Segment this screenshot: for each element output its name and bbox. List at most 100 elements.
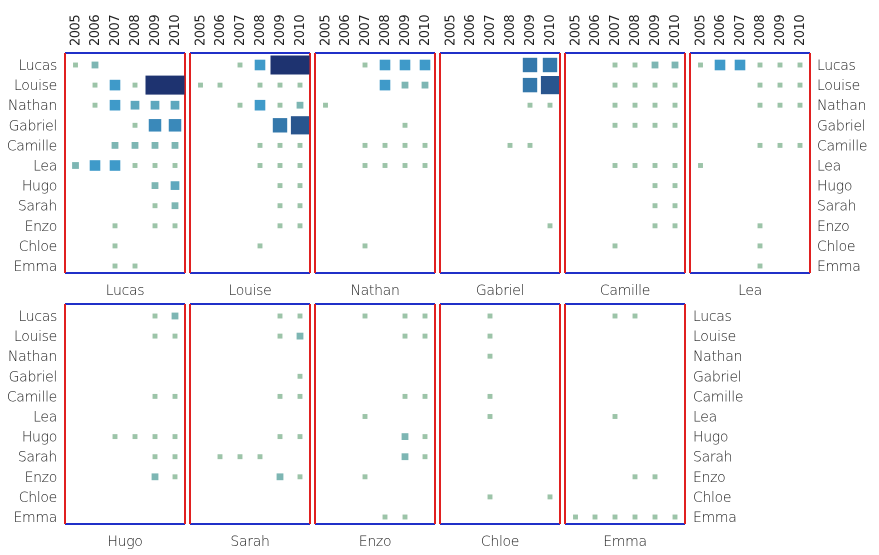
row-label: Lea <box>33 159 57 175</box>
heatmap-cell <box>757 62 763 68</box>
row-label: Lea <box>817 159 841 175</box>
heatmap-cell <box>612 122 618 128</box>
heatmap-cell <box>151 182 159 189</box>
heatmap-cell <box>257 163 263 168</box>
row-label: Hugo <box>693 430 728 446</box>
heatmap-cell <box>297 163 303 168</box>
heatmap-cell <box>277 313 283 319</box>
heatmap-cell <box>152 454 158 460</box>
row-label: Nathan <box>8 349 57 365</box>
row-label: Nathan <box>8 98 57 114</box>
heatmap-cell <box>632 122 638 128</box>
heatmap-cell <box>402 333 408 339</box>
year-tick-label: 2008 <box>503 15 518 46</box>
heatmap-cell <box>651 61 659 69</box>
heatmap-cell <box>402 142 408 148</box>
row-label: Lea <box>693 410 717 426</box>
heatmap-cell <box>277 223 283 229</box>
heatmap-cell <box>612 414 618 419</box>
heatmap-cell <box>152 203 158 209</box>
heatmap-cell <box>276 473 284 481</box>
year-tick-label: 2006 <box>588 15 603 46</box>
heatmap-cell <box>419 59 431 71</box>
heatmap-cell <box>296 101 304 109</box>
heatmap-cell <box>612 102 618 108</box>
heatmap-cell <box>237 102 243 108</box>
heatmap-cell <box>797 102 803 108</box>
heatmap-cell <box>714 59 726 71</box>
heatmap-cell <box>109 160 121 171</box>
heatmap-cell <box>109 99 121 111</box>
heatmap-cell <box>148 119 162 132</box>
heatmap-cell <box>652 163 658 168</box>
row-label: Louise <box>693 329 736 345</box>
heatmap-cell <box>172 393 178 399</box>
heatmap-cell <box>172 333 178 339</box>
heatmap-cell <box>92 82 98 88</box>
heatmap-cell <box>109 79 121 91</box>
heatmap-cell <box>297 183 303 189</box>
heatmap-cell <box>382 514 388 520</box>
year-tick-label: 2010 <box>543 15 558 46</box>
row-label: Nathan <box>817 98 866 114</box>
heatmap-cell <box>402 514 408 520</box>
heatmap-cell <box>170 181 180 190</box>
heatmap-cell <box>487 414 493 419</box>
heatmap-cell <box>257 82 263 88</box>
row-label: Chloe <box>19 239 57 255</box>
row-label: Louise <box>14 329 57 345</box>
heatmap-cell <box>73 62 78 68</box>
heatmap-cell <box>777 62 783 68</box>
year-tick-label: 2010 <box>418 15 433 46</box>
row-label: Lucas <box>19 58 58 74</box>
panel-label: Camille <box>600 283 650 299</box>
heatmap-cell <box>171 312 179 320</box>
heatmap-cell <box>112 434 118 440</box>
heatmap-cell <box>487 494 493 500</box>
year-tick-label: 2006 <box>338 15 353 46</box>
heatmap-cell <box>112 223 118 229</box>
year-tick-label: 2005 <box>694 15 709 46</box>
heatmap-cell <box>402 163 408 168</box>
heatmap-cell <box>612 514 618 520</box>
heatmap-cell <box>612 313 618 319</box>
panel-label: Hugo <box>107 534 142 550</box>
year-tick-label: 2006 <box>213 15 228 46</box>
panel-label: Lea <box>738 283 762 299</box>
row-label: Camille <box>817 138 867 154</box>
heatmap-cell <box>547 102 553 108</box>
heatmap-cell <box>145 75 185 95</box>
row-label: Nathan <box>693 349 742 365</box>
heatmap-cell <box>277 183 283 189</box>
heatmap-cell <box>402 393 408 399</box>
row-label: Lucas <box>693 309 732 325</box>
row-label: Emma <box>693 510 737 526</box>
heatmap-cell <box>323 102 328 108</box>
year-tick-label: 2006 <box>88 15 103 46</box>
row-label: Louise <box>14 78 57 94</box>
heatmap-cell <box>297 203 303 209</box>
heatmap-cell <box>89 160 101 171</box>
heatmap-cell <box>757 243 763 249</box>
heatmap-cell <box>362 313 368 319</box>
heatmap-cell <box>632 102 638 108</box>
heatmap-cell <box>652 183 658 189</box>
heatmap-cell <box>172 223 178 229</box>
heatmap-cell <box>277 393 283 399</box>
year-tick-label: 2008 <box>128 15 143 46</box>
panel-label: Enzo <box>359 534 391 550</box>
heatmap-cell <box>402 122 408 128</box>
heatmap-cell <box>290 116 310 135</box>
year-tick-label: 2009 <box>523 15 538 46</box>
row-label: Emma <box>13 510 57 526</box>
heatmap-cell <box>777 142 783 148</box>
heatmap-cell <box>152 434 158 440</box>
year-tick-label: 2007 <box>358 15 373 46</box>
year-tick-label: 2010 <box>793 15 808 46</box>
row-label: Camille <box>7 138 57 154</box>
heatmap-cell <box>132 82 138 88</box>
heatmap-cell <box>672 183 678 189</box>
heatmap-cell <box>777 82 783 88</box>
heatmap-cell <box>652 223 658 229</box>
